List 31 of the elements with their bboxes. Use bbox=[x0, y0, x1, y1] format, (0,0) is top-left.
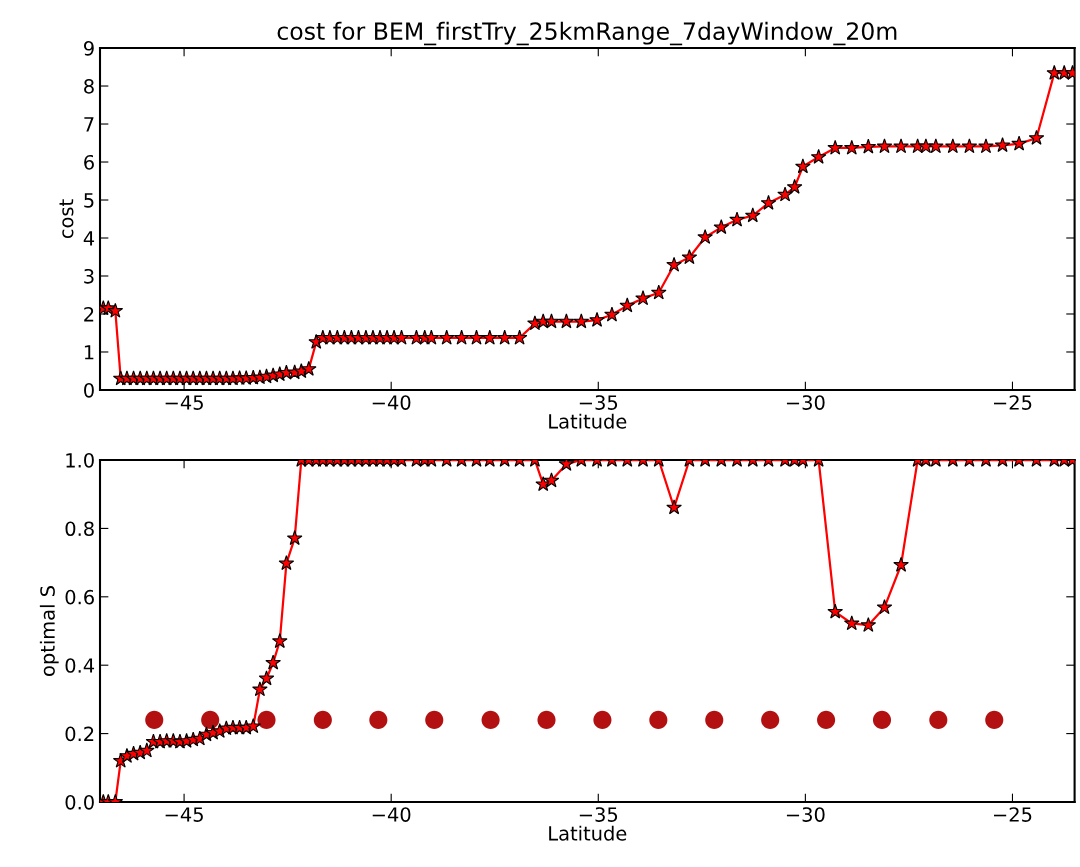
chart-title: cost for BEM_firstTry_25kmRange_7dayWindow_20m bbox=[277, 21, 897, 46]
x-tick-label: −35 bbox=[579, 807, 618, 822]
y-tick-label: 1.0 bbox=[66, 452, 94, 468]
y-tick-label: 4 bbox=[83, 231, 95, 246]
x-tick-label: −30 bbox=[786, 395, 825, 410]
y-tick-label: 5 bbox=[84, 193, 94, 208]
y-tick-label: 0.2 bbox=[65, 726, 94, 742]
x-tick-label: −40 bbox=[372, 807, 411, 822]
x-tick-label: −45 bbox=[165, 807, 203, 822]
y-tick-label: 0.6 bbox=[65, 589, 94, 605]
y-tick-label: 2 bbox=[84, 306, 94, 322]
y-tick-label: 0.4 bbox=[65, 658, 95, 673]
x-axis-title: Latitude bbox=[549, 825, 627, 841]
y-tick-label: 8 bbox=[84, 78, 94, 94]
x-tick-label: −40 bbox=[372, 395, 411, 410]
x-tick-label: −35 bbox=[579, 395, 618, 410]
y-tick-label: 9 bbox=[84, 40, 94, 56]
y-tick-label: 1 bbox=[84, 345, 94, 360]
x-tick-label: −45 bbox=[165, 395, 203, 410]
y-axis-title: cost bbox=[59, 199, 74, 239]
y-tick-label: 0 bbox=[84, 382, 94, 398]
y-tick-label: 0.0 bbox=[65, 794, 94, 810]
y-axis-title: optimal S bbox=[39, 586, 59, 676]
x-axis-title: Latitude bbox=[549, 413, 627, 429]
y-tick-label: 3 bbox=[84, 268, 94, 284]
y-tick-label: 6 bbox=[84, 154, 94, 170]
y-tick-label: 7 bbox=[84, 117, 94, 132]
x-tick-label: −25 bbox=[994, 807, 1032, 822]
x-tick-label: −30 bbox=[786, 807, 825, 822]
x-tick-label: −25 bbox=[994, 395, 1032, 410]
y-tick-label: 0.8 bbox=[65, 521, 94, 537]
